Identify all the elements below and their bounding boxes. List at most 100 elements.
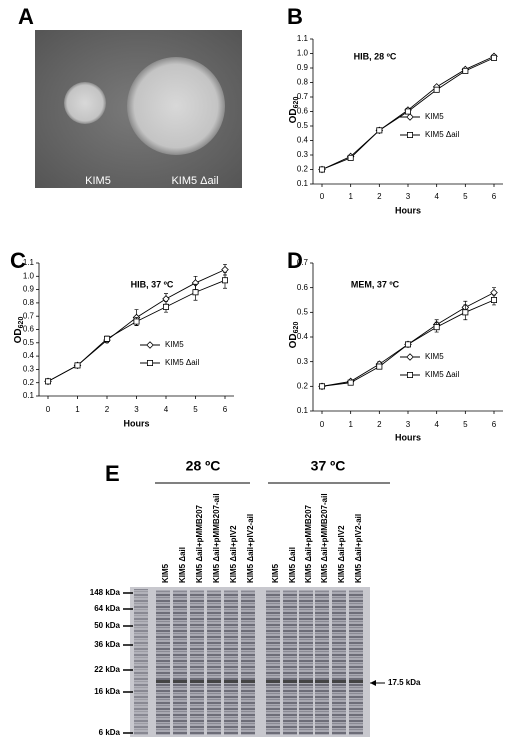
x-tick-label: 3 [134,405,139,414]
y-tick-label: 0.6 [297,107,309,116]
marker [376,363,383,370]
x-tick-label: 5 [463,420,468,429]
photo: KIM5 KIM5 Δail [35,30,242,188]
gel-lane [224,590,238,735]
gel-band [266,680,280,683]
gel-band [349,680,363,683]
x-tick-label: 4 [434,420,439,429]
gel-band [207,680,221,683]
lane-label: KIM5 Δail+pIV2 [337,525,346,583]
y-axis-label-main: OD [288,108,299,123]
legend-label: KIM5 Δail [425,370,459,379]
y-axis-label: OD620 [13,317,26,344]
photo-label: KIM5 [85,175,111,187]
x-tick-label: 3 [406,192,411,201]
marker [462,67,469,74]
lane-label: KIM5 [271,563,280,583]
y-tick-label: 0.4 [23,351,35,360]
panel-label: D [287,248,303,273]
arrow-label: 17.5 kDa [388,678,421,687]
marker [347,154,354,161]
gel-lane [315,590,329,735]
y-tick-label: 0.8 [297,78,309,87]
y-tick-label: 0.9 [297,63,309,72]
colony [64,82,106,124]
colony [127,57,225,155]
marker [74,362,81,369]
y-axis-label-subscript: 620 [18,317,25,329]
x-tick-label: 6 [492,192,497,201]
gel-band [332,680,346,683]
photo-label: KIM5 Δail [171,175,218,187]
gel-band [190,680,204,683]
y-axis-label: OD620 [288,97,301,124]
x-tick-label: 1 [348,420,353,429]
lane-label: KIM5 Δail+pIV2-ail [354,514,363,583]
x-tick-label: 0 [46,405,51,414]
gel-lane [349,590,363,735]
gel-lane [190,590,204,735]
y-tick-label: 0.2 [297,165,309,174]
size-marker-label: 50 kDa [94,621,120,630]
y-tick-label: 0.7 [297,258,309,267]
x-tick-label: 1 [75,405,80,414]
y-axis-label-main: OD [13,328,24,343]
x-tick-label: 6 [223,405,228,414]
chart-title: MEM, 37 ºC [351,279,400,289]
marker [162,303,169,310]
marker [146,341,154,349]
y-tick-label: 0.4 [297,136,309,145]
line-chart: 0.1 0.2 0.3 0.4 0.5 0.6 0.7 0.8 0.9 1.0 1.1 0 1 2 3 4 5 6… [13,258,234,428]
gel-lane [332,590,346,735]
x-tick-label: 2 [377,192,382,201]
line-chart: 0.1 0.2 0.3 0.4 0.5 0.6 0.7 0.8 0.9 1.0 1.1 0 1 2 3 4 5 6… [288,34,503,215]
marker [406,131,413,138]
y-tick-label: 0.1 [23,391,35,400]
gel-lane [156,590,170,735]
legend-label: KIM5 [425,352,444,361]
x-tick-label: 0 [320,192,325,201]
y-tick-label: 0.7 [23,311,35,320]
lane-label: KIM5 Δail [178,547,187,583]
y-tick-label: 0.7 [297,92,309,101]
lane-label: KIM5 Δail [288,547,297,583]
marker [104,335,111,342]
legend-label: KIM5 Δail [165,358,199,367]
marker [318,166,325,173]
y-axis-label-main: OD [288,333,299,348]
gel-lane [299,590,313,735]
x-tick-label: 5 [463,192,468,201]
marker [404,341,411,348]
lane-label: KIM5 Δail+pMMB207-ail [320,493,329,583]
y-tick-label: 1.1 [23,258,35,267]
marker [146,359,153,366]
gel-lane [207,590,221,735]
x-axis-label: Hours [395,432,421,442]
x-tick-label: 5 [193,405,198,414]
y-tick-label: 0.6 [23,325,35,334]
gel-band [241,680,255,683]
marker [433,86,440,93]
size-marker-label: 148 kDa [90,588,121,597]
gel-lane [266,590,280,735]
x-tick-label: 4 [434,192,439,201]
condition-label: 37 ºC [311,458,346,474]
x-tick-label: 2 [377,420,382,429]
x-tick-label: 0 [320,420,325,429]
panel-label: B [287,4,303,29]
marker [318,383,325,390]
lane-label: KIM5 Δail+pIV2 [229,525,238,583]
y-tick-label: 0.5 [23,338,35,347]
marker [376,127,383,134]
gel-lane [241,590,255,735]
marker [490,296,497,303]
marker [433,324,440,331]
y-tick-label: 0.9 [23,285,35,294]
y-tick-label: 0.2 [297,381,309,390]
y-axis-label-subscript: 620 [293,322,300,334]
legend-label: KIM5 [165,340,184,349]
x-tick-label: 2 [105,405,110,414]
condition-label: 28 ºC [186,458,221,474]
marker [192,289,199,296]
